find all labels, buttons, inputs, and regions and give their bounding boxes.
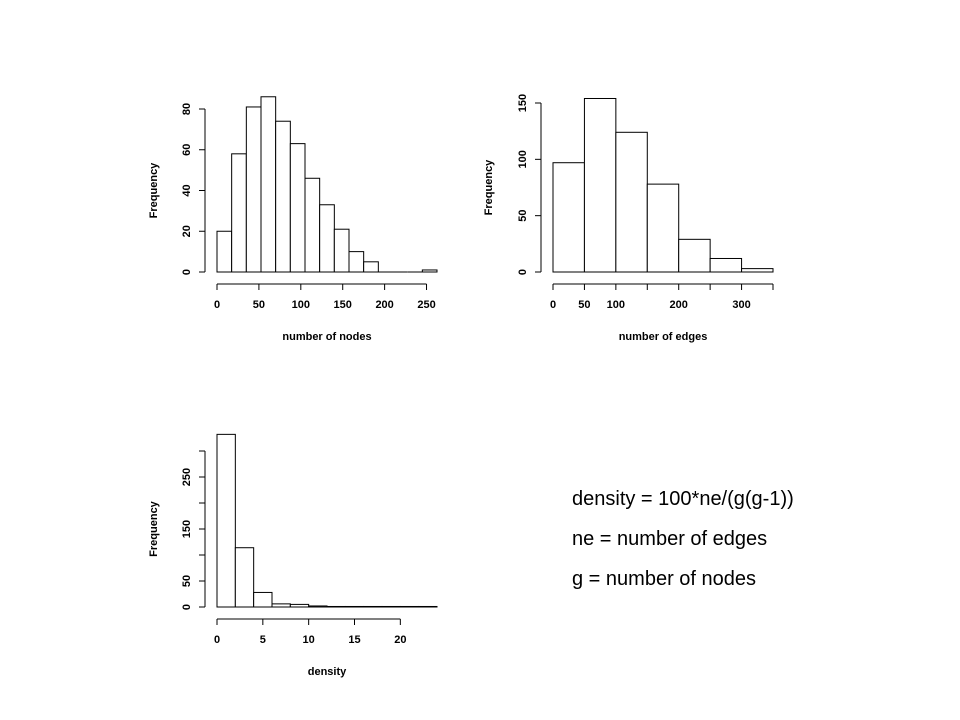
x-tick-label: 5	[260, 634, 266, 646]
histogram-bar	[615, 131, 648, 273]
y-axis-label: Frequency	[483, 159, 495, 216]
x-tick-label: 0	[214, 299, 220, 311]
formula-notes: density = 100*ne/(g(g-1)) ne = number of…	[572, 485, 794, 605]
y-tick-label: 100	[517, 150, 529, 168]
x-tick-label: 300	[732, 299, 750, 311]
histogram-bar	[344, 605, 365, 608]
histogram-bar	[271, 603, 291, 608]
y-tick-label: 0	[181, 604, 193, 610]
histogram-bar	[678, 238, 711, 273]
histogram-bar	[253, 591, 273, 608]
y-axis-label: Frequency	[148, 500, 160, 557]
y-tick-label: 20	[181, 225, 193, 237]
histogram-bar	[234, 547, 255, 608]
histogram-bar	[399, 605, 420, 608]
x-axis-label: number of nodes	[282, 331, 371, 343]
x-tick-label: 15	[348, 634, 360, 646]
y-tick-label: 150	[181, 520, 193, 538]
x-tick-label: 200	[670, 299, 688, 311]
x-tick-label: 0	[550, 299, 556, 311]
x-tick-label: 250	[417, 299, 435, 311]
y-tick-label: 50	[181, 575, 193, 587]
histogram-bar	[552, 162, 585, 273]
histogram-bar	[741, 268, 774, 273]
x-axis-label: number of edges	[619, 331, 708, 343]
histogram-bar	[289, 603, 310, 608]
x-tick-label: 200	[375, 299, 393, 311]
x-tick-label: 50	[253, 299, 265, 311]
histogram-bar	[381, 605, 401, 608]
x-axis-label: density	[308, 666, 347, 678]
histogram-bar	[363, 261, 379, 273]
g-definition: g = number of nodes	[572, 568, 757, 590]
histogram-bar	[421, 269, 438, 273]
y-tick-label: 60	[181, 144, 193, 156]
histogram-bar	[363, 605, 383, 608]
y-tick-label: 0	[517, 269, 529, 275]
y-tick-label: 0	[181, 269, 193, 275]
ne-definition: ne = number of edges	[572, 528, 768, 550]
x-tick-label: 0	[214, 634, 220, 646]
density-formula: density = 100*ne/(g(g-1))	[572, 488, 794, 510]
x-tick-label: 100	[607, 299, 625, 311]
x-tick-label: 50	[578, 299, 590, 311]
histogram-bar	[709, 257, 743, 273]
histogram-bar	[646, 183, 680, 273]
histogram-bar	[216, 433, 236, 608]
x-tick-label: 100	[292, 299, 310, 311]
y-tick-label: 150	[517, 94, 529, 112]
y-axis-label: Frequency	[148, 162, 160, 219]
histogram-bar	[326, 605, 346, 608]
y-tick-label: 80	[181, 103, 193, 115]
x-tick-label: 10	[303, 634, 315, 646]
y-tick-label: 40	[181, 184, 193, 196]
histogram-bar	[308, 605, 328, 608]
histogram-bar	[333, 228, 350, 273]
histogram-bar	[583, 97, 617, 273]
y-tick-label: 50	[517, 210, 529, 222]
x-tick-label: 20	[394, 634, 406, 646]
y-tick-label: 250	[181, 468, 193, 486]
histogram-bar	[418, 605, 438, 608]
x-tick-label: 150	[334, 299, 352, 311]
